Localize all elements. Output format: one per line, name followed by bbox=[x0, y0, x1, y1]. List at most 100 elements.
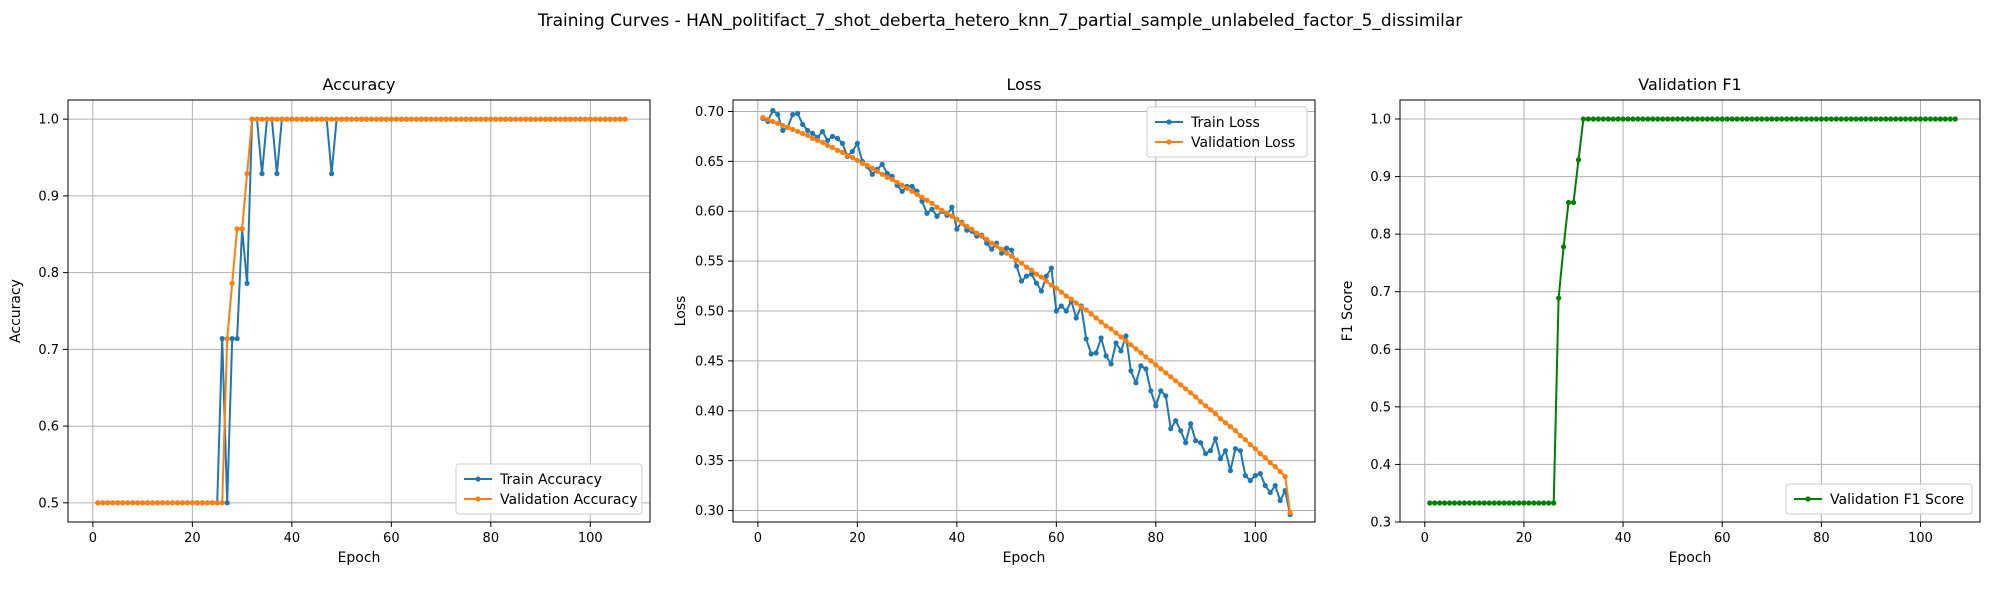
data-point bbox=[1511, 500, 1517, 506]
y-tick-label: 0.9 bbox=[1370, 170, 1391, 185]
data-point bbox=[1232, 446, 1239, 452]
y-tick-label: 0.9 bbox=[38, 189, 59, 204]
data-point bbox=[1491, 500, 1497, 506]
x-tick-label: 40 bbox=[949, 531, 966, 546]
data-point bbox=[1605, 116, 1611, 122]
data-point bbox=[1133, 346, 1139, 352]
data-point bbox=[1481, 500, 1487, 506]
data-point bbox=[463, 116, 469, 122]
data-point bbox=[1560, 244, 1567, 250]
data-point bbox=[1272, 482, 1278, 489]
data-point bbox=[909, 183, 915, 189]
data-point bbox=[513, 116, 519, 122]
data-point bbox=[184, 500, 190, 506]
data-point bbox=[1257, 451, 1263, 457]
data-point bbox=[1759, 116, 1765, 122]
data-point bbox=[1252, 446, 1258, 452]
data-point bbox=[1173, 418, 1179, 424]
data-point bbox=[1665, 116, 1671, 122]
data-point bbox=[924, 210, 930, 216]
x-tick-label: 80 bbox=[1813, 531, 1830, 546]
data-point bbox=[334, 116, 340, 122]
data-point bbox=[1739, 116, 1745, 122]
data-point bbox=[1088, 351, 1094, 357]
x-tick-label: 60 bbox=[1714, 531, 1731, 546]
data-point bbox=[1277, 469, 1283, 475]
data-point bbox=[1516, 500, 1522, 506]
data-point bbox=[785, 124, 791, 131]
legend-box bbox=[455, 463, 643, 515]
data-point bbox=[1033, 271, 1040, 277]
data-point bbox=[289, 116, 295, 122]
data-point bbox=[999, 250, 1005, 256]
data-point bbox=[259, 171, 265, 177]
data-point bbox=[383, 116, 389, 122]
y-tick-label: 0.4 bbox=[1370, 458, 1391, 473]
chart-panel-1: 0 20 40 60 80 100 0.5 0.6 0.7 0.8 0.9 1.0 Accuracy Ep… bbox=[8, 75, 651, 566]
y-tick-label: 1.0 bbox=[38, 113, 59, 128]
data-point bbox=[1734, 116, 1740, 122]
data-point bbox=[984, 240, 990, 246]
data-point bbox=[453, 116, 459, 122]
data-point bbox=[1863, 116, 1869, 122]
data-point bbox=[1590, 116, 1596, 122]
data-point bbox=[1143, 354, 1149, 360]
data-point bbox=[949, 213, 955, 219]
legend-marker bbox=[1166, 119, 1172, 125]
data-point bbox=[1113, 340, 1119, 346]
data-point bbox=[1237, 433, 1243, 439]
data-point bbox=[879, 161, 885, 167]
data-point bbox=[1148, 358, 1154, 364]
data-point bbox=[814, 137, 821, 144]
data-point bbox=[1526, 500, 1532, 506]
data-point bbox=[780, 122, 786, 129]
data-point bbox=[1878, 116, 1884, 122]
data-point bbox=[1163, 393, 1169, 399]
data-point bbox=[1237, 448, 1243, 454]
data-point bbox=[800, 130, 806, 137]
data-point bbox=[488, 116, 494, 122]
data-point bbox=[1128, 368, 1134, 374]
data-point bbox=[1158, 388, 1164, 394]
data-point bbox=[319, 116, 325, 122]
data-point bbox=[839, 149, 846, 155]
data-point bbox=[468, 116, 474, 122]
data-point bbox=[607, 116, 613, 122]
data-point bbox=[1704, 116, 1710, 122]
data-point bbox=[1585, 116, 1591, 122]
data-point bbox=[612, 116, 618, 122]
data-point bbox=[775, 120, 781, 127]
data-point bbox=[929, 206, 935, 212]
data-point bbox=[547, 116, 554, 122]
y-tick-label: 0.45 bbox=[695, 354, 724, 369]
data-point bbox=[388, 116, 394, 122]
data-point bbox=[1630, 116, 1636, 122]
data-point bbox=[869, 165, 875, 171]
data-point bbox=[1048, 282, 1054, 288]
data-point bbox=[1008, 247, 1015, 253]
chart-panel-2: 0 20 40 60 80 100 0.30 0.35 0.40 0.45 0.50 0.55 0.60… bbox=[673, 75, 1316, 566]
data-point bbox=[1789, 116, 1795, 122]
data-point bbox=[587, 116, 593, 122]
data-point bbox=[824, 137, 831, 144]
axes-frame bbox=[1399, 99, 1981, 523]
data-point bbox=[1907, 116, 1914, 122]
x-tick-label: 60 bbox=[383, 531, 400, 546]
data-point bbox=[1764, 116, 1770, 122]
data-point bbox=[1650, 116, 1656, 122]
data-point bbox=[1689, 116, 1696, 122]
data-point bbox=[1183, 440, 1189, 446]
data-point bbox=[994, 243, 1000, 249]
data-point bbox=[1043, 273, 1049, 279]
data-point bbox=[249, 116, 255, 122]
data-point bbox=[159, 500, 166, 506]
axes-frame bbox=[732, 99, 1316, 523]
data-point bbox=[1183, 386, 1189, 392]
data-point bbox=[324, 116, 330, 122]
data-point bbox=[879, 171, 885, 177]
data-point bbox=[1038, 274, 1045, 280]
data-point bbox=[1003, 245, 1010, 251]
data-point bbox=[493, 116, 499, 122]
data-point bbox=[1749, 116, 1755, 122]
